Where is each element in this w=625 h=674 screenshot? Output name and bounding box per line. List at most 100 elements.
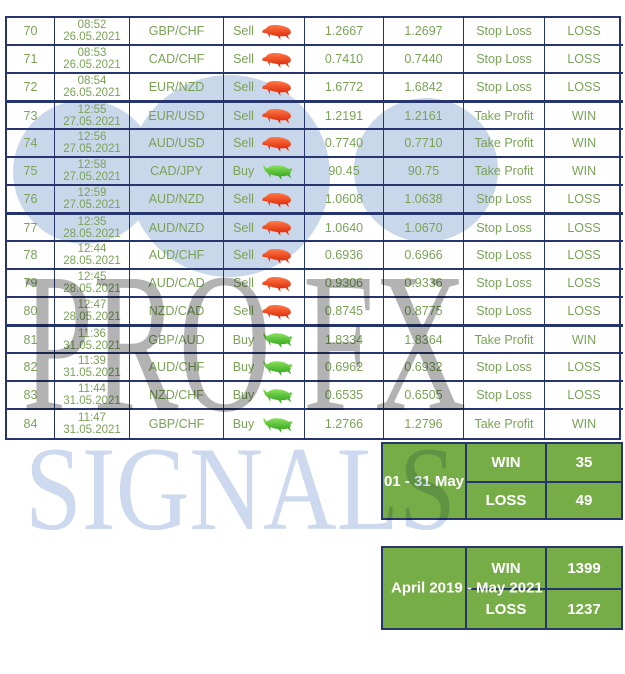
bear-icon [262,192,291,208]
signal-result: LOSS [545,214,623,242]
exit-price: 1.2697 [384,18,464,46]
logo-circle-middle [128,75,330,277]
bear-icon [262,108,291,124]
signal-date: 31.05.2021 [63,367,121,379]
bull-icon [263,388,294,404]
exit-price: 0.6505 [384,382,464,410]
signal-datetime: 12:44 28.05.2021 [55,242,130,270]
signal-result: LOSS [545,382,623,410]
signal-time: 08:54 [77,75,107,87]
signal-action: Sell [224,18,305,46]
entry-price: 1.6772 [305,74,384,102]
signal-number: 79 [7,270,55,298]
signal-outcome: Stop Loss [464,270,545,298]
signal-datetime: 11:39 31.05.2021 [55,354,130,382]
signal-result: LOSS [545,186,623,214]
signal-outcome: Stop Loss [464,214,545,242]
signal-number: 70 [7,18,55,46]
signal-outcome: Stop Loss [464,382,545,410]
signal-datetime: 11:36 31.05.2021 [55,326,130,354]
entry-price: 1.0608 [305,186,384,214]
signal-pair: AUD/CHF [130,242,224,270]
bear-icon [262,304,291,320]
signal-date: 26.05.2021 [63,59,121,71]
bear-icon [262,24,291,40]
entry-price: 1.8334 [305,326,384,354]
signal-outcome: Take Profit [464,410,545,438]
signal-result: WIN [545,326,623,354]
signal-number: 83 [7,382,55,410]
signal-date: 31.05.2021 [63,339,121,352]
signal-action: Sell [224,298,305,326]
action-label: Sell [233,304,254,318]
logo-circle-right [354,98,498,242]
signal-datetime: 08:54 26.05.2021 [55,74,130,102]
signal-result: WIN [545,102,623,130]
exit-price: 1.8364 [384,326,464,354]
signal-datetime: 11:47 31.05.2021 [55,410,130,438]
summary-month-win-value: 35 [545,444,621,481]
signal-outcome: Stop Loss [464,298,545,326]
signal-outcome: Stop Loss [464,354,545,382]
signal-result: LOSS [545,46,623,74]
signal-outcome: Take Profit [464,130,545,158]
signal-action: Sell [224,242,305,270]
action-label: Sell [233,220,254,235]
signal-time: 11:44 [78,383,106,395]
action-label: Sell [233,108,254,123]
signal-time: 11:39 [78,355,106,367]
signal-action: Buy [224,410,305,438]
bull-icon [263,332,294,348]
exit-price: 0.8775 [384,298,464,326]
summary-total-win-label: WIN [465,548,545,588]
signal-number: 72 [7,74,55,102]
signal-outcome: Take Profit [464,102,545,130]
signal-action: Sell [224,74,305,102]
signal-date: 28.05.2021 [63,311,121,323]
signal-time: 12:35 [77,215,107,228]
signal-outcome: Stop Loss [464,18,545,46]
exit-price: 1.2796 [384,410,464,438]
signal-date: 27.05.2021 [63,115,121,128]
bear-icon [262,248,291,264]
signal-number: 84 [7,410,55,438]
signal-date: 27.05.2021 [63,143,121,155]
action-label: Sell [233,52,254,66]
signal-time: 12:58 [77,159,107,171]
bull-icon [263,360,294,376]
signal-number: 76 [7,186,55,214]
signal-datetime: 12:58 27.05.2021 [55,158,130,186]
action-label: Sell [233,136,254,150]
signal-result: LOSS [545,270,623,298]
signal-pair: EUR/USD [130,102,224,130]
exit-price: 0.7440 [384,46,464,74]
exit-price: 1.0670 [384,214,464,242]
action-label: Sell [233,24,254,38]
signal-outcome: Take Profit [464,326,545,354]
summary-month-box: 01 - 31 May WIN 35 LOSS 49 [381,442,623,520]
bear-icon [262,136,291,152]
signal-time: 12:56 [77,131,107,143]
signal-number: 77 [7,214,55,242]
signal-number: 73 [7,102,55,130]
action-label: Sell [233,276,254,290]
signal-datetime: 12:59 27.05.2021 [55,186,130,214]
signal-date: 31.05.2021 [63,395,121,407]
entry-price: 1.2766 [305,410,384,438]
summary-month-period: 01 - 31 May [383,472,465,490]
signal-datetime: 11:44 31.05.2021 [55,382,130,410]
signal-pair: CAD/JPY [130,158,224,186]
signal-outcome: Stop Loss [464,242,545,270]
signal-date: 28.05.2021 [63,255,121,267]
summary-total-loss-label: LOSS [465,588,545,628]
signal-action: Sell [224,46,305,74]
entry-price: 0.7740 [305,130,384,158]
signal-pair: AUD/NZD [130,214,224,242]
signal-datetime: 08:53 26.05.2021 [55,46,130,74]
entry-price: 90.45 [305,158,384,186]
signal-number: 78 [7,242,55,270]
signal-pair: AUD/USD [130,130,224,158]
signal-time: 11:47 [78,412,106,424]
signal-action: Sell [224,214,305,242]
